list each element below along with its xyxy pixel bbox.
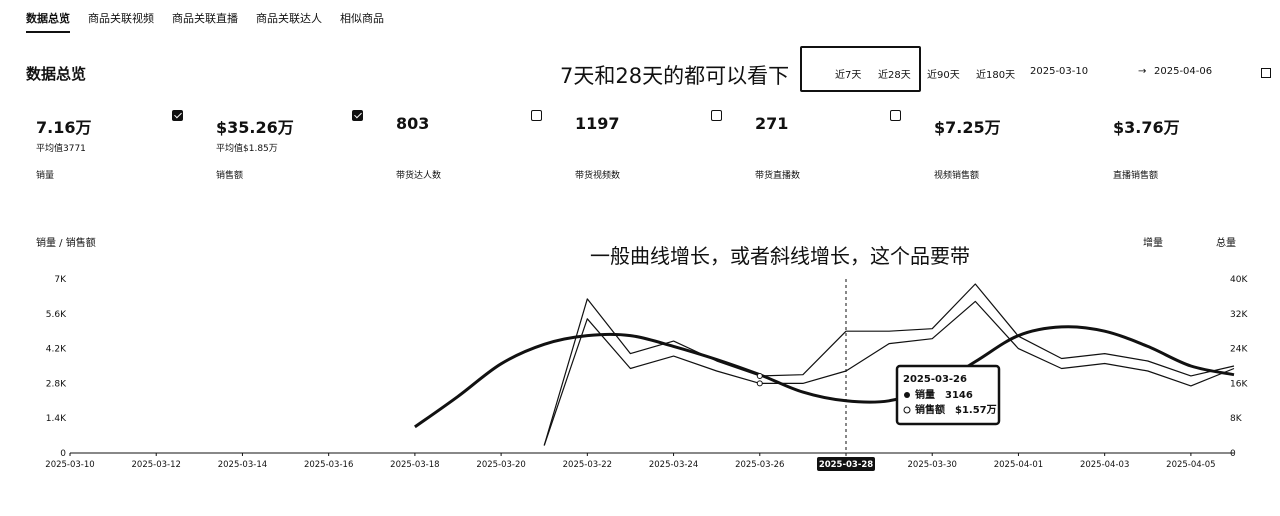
- x-tick-label: 2025-03-24: [649, 460, 698, 470]
- metric-sales-amount: $35.26万 平均值$1.85万 销售额: [216, 114, 386, 181]
- metric-label: 销量: [36, 171, 55, 181]
- x-tick-label: 2025-04-01: [994, 460, 1043, 470]
- metric-value: $7.25万: [934, 118, 1001, 137]
- tooltip-row1-value: 3146: [945, 390, 973, 401]
- metric-checkbox-live-count[interactable]: [890, 110, 901, 121]
- tab-related-live[interactable]: 商品关联直播: [172, 12, 238, 25]
- y-left-tick-label: 7K: [54, 275, 67, 285]
- tab-overview[interactable]: 数据总览: [26, 10, 70, 33]
- range-7d[interactable]: 近7天: [835, 70, 862, 81]
- calendar-icon[interactable]: [1261, 68, 1271, 78]
- metric-value: 1197: [575, 114, 620, 133]
- metric-sales-volume: 7.16万 平均值3771 销量: [36, 114, 206, 181]
- range-90d[interactable]: 近90天: [927, 70, 960, 81]
- annotation-top: 7天和28天的都可以看下: [560, 64, 790, 88]
- metric-video-sales: $7.25万 视频销售额: [934, 114, 1104, 181]
- y-right-tick-label: 0: [1230, 449, 1236, 459]
- tab-similar-products[interactable]: 相似商品: [340, 12, 384, 25]
- chart-toggle-increment[interactable]: 增量: [1143, 238, 1163, 249]
- metric-value: 7.16万: [36, 118, 92, 137]
- series-line-2: [414, 325, 1235, 429]
- series-point-marker: [756, 372, 763, 379]
- x-tick-label: 2025-03-14: [218, 460, 267, 470]
- metric-label: 带货达人数: [396, 171, 442, 181]
- y-left-tick-label: 0: [60, 449, 66, 459]
- metric-avg: 平均值3771: [36, 144, 86, 154]
- x-tick-label: 2025-03-16: [304, 460, 353, 470]
- y-left-tick-label: 1.4K: [46, 414, 67, 424]
- y-right-tick-label: 40K: [1230, 275, 1248, 285]
- metric-label: 销售额: [216, 171, 244, 181]
- tooltip-dot-icon: [904, 392, 910, 398]
- y-right-tick-label: 8K: [1230, 414, 1243, 424]
- annotation-chart: 一般曲线增长，或者斜线增长，这个品要带: [590, 244, 970, 268]
- metric-creator-count: 803 带货达人数: [396, 114, 566, 181]
- x-tick-label: 2025-03-18: [390, 460, 439, 470]
- x-tick-label: 2025-03-22: [563, 460, 612, 470]
- metric-checkbox-creator-count[interactable]: [531, 110, 542, 121]
- x-tick-label: 2025-04-05: [1166, 460, 1215, 470]
- x-tick-label: 2025-03-12: [132, 460, 181, 470]
- x-tick-label: 2025-03-28: [819, 460, 873, 470]
- metric-checkbox-sales-volume[interactable]: [172, 110, 183, 121]
- chart-toggle-total[interactable]: 总量: [1216, 238, 1236, 249]
- chart-left-axis-title: 销量 / 销售额: [36, 238, 96, 249]
- tooltip-row1-label: 销量: [915, 388, 935, 401]
- range-highlight-box: [800, 46, 921, 92]
- series-line-1: [543, 300, 1235, 446]
- page-title: 数据总览: [26, 65, 87, 83]
- tooltip-box: [895, 364, 1001, 426]
- metric-label: 直播销售额: [1113, 171, 1159, 181]
- metric-checkbox-video-count[interactable]: [711, 110, 722, 121]
- tooltip-date: 2025-03-26: [903, 374, 967, 385]
- tab-related-videos[interactable]: 商品关联视频: [88, 12, 154, 25]
- metric-checkbox-sales-amount[interactable]: [352, 110, 363, 121]
- range-180d[interactable]: 近180天: [976, 70, 1016, 81]
- y-left-tick-label: 4.2K: [46, 345, 67, 355]
- x-tick-label: 2025-03-20: [476, 460, 525, 470]
- tooltip-row2-value: $1.57万: [955, 404, 997, 416]
- metric-value: 803: [396, 114, 430, 133]
- metric-label: 带货视频数: [575, 171, 621, 181]
- tooltip-dot-icon: [903, 406, 911, 414]
- range-28d[interactable]: 近28天: [878, 70, 911, 81]
- metric-value: $35.26万: [216, 118, 294, 137]
- x-tick-highlight: [817, 457, 875, 471]
- tooltip-row2-label: 销售额: [915, 403, 945, 416]
- metric-live-sales: $3.76万 直播销售额: [1113, 114, 1280, 181]
- date-range-arrow: →: [1138, 66, 1147, 77]
- metric-label: 视频销售额: [934, 171, 980, 181]
- y-left-tick-label: 5.6K: [46, 310, 67, 320]
- metric-label: 带货直播数: [755, 171, 801, 181]
- x-tick-label: 2025-04-03: [1080, 460, 1129, 470]
- metric-avg: 平均值$1.85万: [216, 144, 278, 154]
- date-from-input[interactable]: 2025-03-10: [1030, 66, 1089, 77]
- y-left-tick-label: 2.8K: [46, 379, 67, 389]
- metric-value: $3.76万: [1113, 118, 1180, 137]
- metric-video-count: 1197 带货视频数: [575, 114, 745, 181]
- metric-value: 271: [755, 114, 789, 133]
- tab-bar: 数据总览 商品关联视频 商品关联直播 商品关联达人 相似商品: [26, 10, 402, 33]
- x-tick-label: 2025-03-10: [45, 460, 94, 470]
- metric-live-count: 271 带货直播数: [755, 114, 925, 181]
- date-to-input[interactable]: 2025-04-06: [1154, 66, 1213, 77]
- y-right-tick-label: 32K: [1230, 310, 1248, 320]
- series-line-0: [543, 283, 1235, 446]
- y-right-tick-label: 16K: [1230, 379, 1248, 389]
- x-tick-label: 2025-03-30: [908, 460, 957, 470]
- y-right-tick-label: 24K: [1230, 345, 1248, 355]
- series-point-marker: [756, 380, 763, 387]
- tab-related-creators[interactable]: 商品关联达人: [256, 12, 322, 25]
- x-tick-label: 2025-03-26: [735, 460, 784, 470]
